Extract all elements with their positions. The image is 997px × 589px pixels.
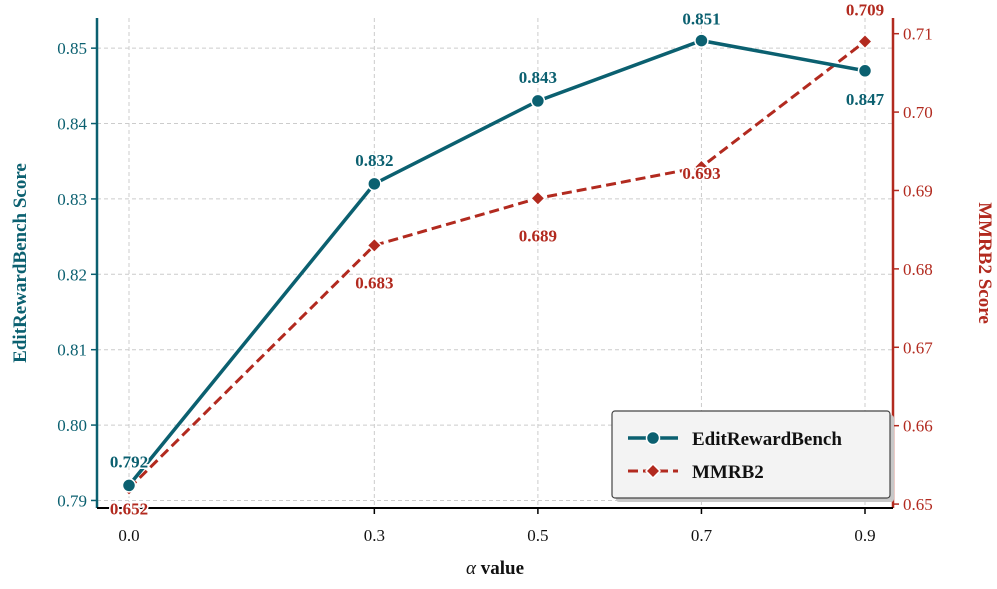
x-tick-label-2: 0.5 [527, 526, 548, 545]
x-axis-title-symbol: α [466, 558, 477, 579]
y1-tick-label-1: 0.80 [57, 416, 87, 435]
editrewardbench-point-1 [367, 176, 382, 192]
y2-tick-label-1: 0.66 [903, 417, 933, 436]
y2-tick-label-0: 0.65 [903, 495, 933, 514]
y1-tick-label-0: 0.79 [57, 491, 87, 510]
legend-editrewardbench-label: EditRewardBench [692, 429, 842, 450]
y1-tick-label-5: 0.84 [57, 115, 87, 134]
y2-tick-label-6: 0.71 [903, 25, 933, 44]
y2-axis-title: MMRB2 Score [974, 202, 995, 324]
mmrb2-label-0: 0.652 [110, 499, 148, 518]
legend: EditRewardBench MMRB2 [611, 410, 894, 502]
y2-tick-label-5: 0.70 [903, 103, 933, 122]
editrewardbench-point-4 [857, 63, 873, 79]
y1-tick-label-6: 0.85 [57, 39, 87, 58]
mmrb2-point-3 [693, 158, 710, 176]
series-markers [120, 33, 874, 497]
legend-mmrb2-label: MMRB2 [692, 462, 764, 483]
editrewardbench-point-2 [530, 93, 546, 109]
data-labels: 0.792 0.832 0.843 0.851 0.847 0.652 0.683 0.689… [108, 0, 886, 520]
mmrb2-point-1 [366, 237, 383, 254]
y1-tick-label-4: 0.83 [57, 190, 87, 209]
editrewardbench-label-3: 0.851 [682, 10, 720, 29]
x-axis-title: α value [466, 558, 524, 579]
y2-tick-label-2: 0.67 [903, 338, 933, 357]
mmrb2-label-3: 0.693 [682, 164, 720, 183]
editrewardbench-label-0: 0.792 [110, 452, 148, 471]
editrewardbench-label-4: 0.847 [846, 90, 885, 109]
y1-tick-label-3: 0.82 [57, 265, 87, 284]
x-tick-label-3: 0.7 [691, 526, 713, 545]
legend-mmrb2-marker [644, 462, 662, 480]
x-axis-title-text: value [476, 558, 524, 579]
mmrb2-point-2 [529, 190, 546, 207]
editrewardbench-label-2: 0.843 [519, 68, 557, 87]
mmrb2-point-4 [856, 33, 874, 50]
y2-tick-label-4: 0.69 [903, 181, 933, 200]
mmrb2-label-1: 0.683 [355, 273, 393, 292]
mmrb2-label-2: 0.689 [519, 226, 557, 245]
legend-editrewardbench-marker [645, 430, 661, 446]
y1-axis-title: EditRewardBench Score [10, 163, 31, 363]
y2-tick-label-3: 0.68 [903, 260, 933, 279]
editrewardbench-label-1: 0.832 [355, 151, 393, 170]
y1-tick-label-2: 0.81 [57, 341, 87, 360]
x-tick-label-4: 0.9 [854, 526, 875, 545]
editrewardbench-point-3 [694, 33, 709, 48]
editrewardbench-point-0 [121, 478, 137, 493]
x-tick-label-1: 0.3 [364, 526, 385, 545]
x-tick-label-0: 0.0 [118, 526, 139, 545]
legend-box [611, 410, 891, 499]
mmrb2-label-4: 0.709 [846, 1, 884, 20]
